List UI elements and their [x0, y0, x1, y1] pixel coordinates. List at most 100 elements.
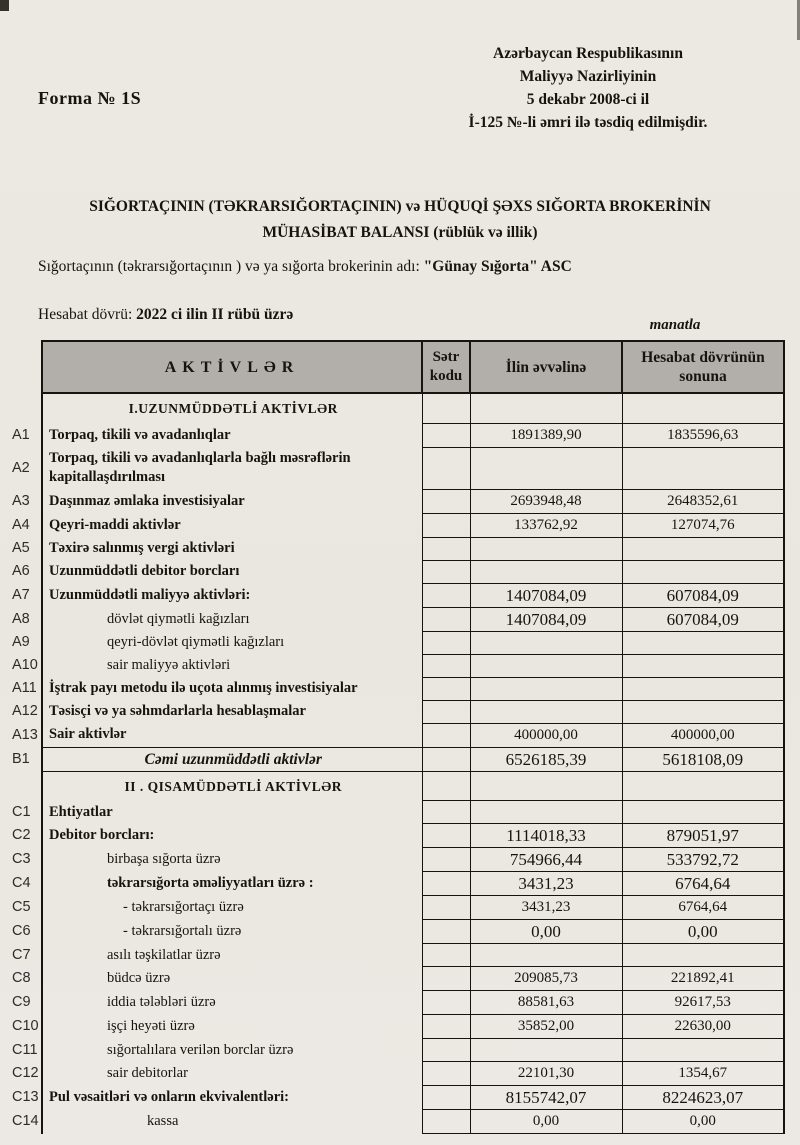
value-end: 879051,97 [621, 823, 785, 848]
value-end [621, 392, 785, 424]
row-code: C14 [12, 1113, 39, 1129]
row-label: Debitor borcları: [41, 823, 423, 848]
table-row: A12 Təsisçi və ya səhmdarlarla hesablaşma… [8, 699, 785, 724]
table-row: C11 sığortalılara verilən borclar üzrə [8, 1038, 785, 1062]
value-begin [469, 699, 623, 724]
balance-table: AKTİVLƏR Sətr kodu İlin əvvəlinə Hesabat… [8, 340, 785, 1134]
row-label: Təsisçi və ya səhmdarlarla hesablaşmalar [41, 700, 423, 723]
table-row: A10 sair maliyyə aktivləri [8, 653, 785, 678]
row-kod-cell [421, 1038, 471, 1062]
table-row: A7 Uzunmüddətli maliyyə aktivləri: 1407084… [8, 582, 785, 608]
value-end [621, 943, 785, 967]
row-code-header-spacer [8, 341, 42, 393]
row-label: təkrarsığorta əməliyyatları üzrə : [41, 871, 423, 896]
row-kod-cell [421, 871, 471, 896]
currency-note: manatla [649, 317, 701, 333]
table-row: C12 sair debitorlar 22101,30 1354,67 [8, 1061, 785, 1086]
table-row: A9 qeyri-dövlət qiymətli kağızları [8, 630, 785, 655]
value-begin [469, 392, 623, 424]
row-kod-cell [421, 630, 471, 655]
value-end: 533792,72 [621, 847, 785, 872]
value-end: 6764,64 [621, 871, 785, 896]
value-begin [469, 446, 623, 490]
scan-corner-artifact [0, 0, 9, 11]
value-begin [469, 630, 623, 655]
row-kod-cell [421, 446, 471, 490]
value-begin: 3431,23 [469, 871, 623, 896]
row-kod-cell [421, 653, 471, 678]
table-row: C13 Pul vəsaitləri və onların ekvivalentl… [8, 1085, 785, 1110]
row-label: sair debitorlar [41, 1061, 423, 1086]
row-label: Daşınmaz əmlaka investisiyalar [41, 489, 423, 513]
table-header-row: AKTİVLƏR Sətr kodu İlin əvvəlinə Hesabat… [8, 340, 785, 394]
value-end: 127074,76 [621, 512, 785, 538]
table-row: C10 işçi heyəti üzrə 35852,00 22630,00 [8, 1014, 785, 1039]
value-begin [469, 943, 623, 967]
value-begin: 1114018,33 [469, 823, 623, 848]
row-kod-cell [421, 1109, 471, 1134]
row-code [8, 771, 42, 801]
row-label: Torpaq, tikili və avadanlıqlarla bağlı m… [41, 447, 423, 489]
reporting-period-line: Hesabat dövrü: 2022 ci ilin II rübü üzrə [38, 306, 293, 324]
insurer-name-line: Sığortaçının (təkrarsığortaçının ) və ya… [38, 258, 572, 276]
value-end: 5618108,09 [621, 746, 785, 772]
approval-line: 5 dekabr 2008-ci il [526, 91, 650, 108]
row-code: A5 [12, 540, 30, 556]
row-kod-cell [421, 722, 471, 748]
row-label: Uzunmüddətli maliyyə aktivləri: [41, 583, 423, 607]
row-kod-cell [421, 800, 471, 824]
approval-line: Azərbaycan Respublikasının [493, 45, 683, 62]
table-row: A2 Torpaq, tikili və avadanlıqlarla bağlı… [8, 446, 785, 490]
value-begin: 3431,23 [469, 895, 623, 920]
value-begin [469, 536, 623, 561]
row-code: A10 [12, 657, 38, 673]
row-code: A4 [12, 516, 30, 533]
document-title-line1: SIĞORTAÇININ (TƏKRARSIĞORTAÇININ) və HÜQ… [89, 198, 711, 215]
row-kod-cell [421, 582, 471, 608]
row-code: C10 [12, 1018, 39, 1034]
row-kod-cell [421, 1061, 471, 1086]
row-code: C4 [12, 875, 31, 891]
table-row: C1 Ehtiyatlar [8, 800, 785, 824]
row-label: büdcə üzrə [41, 966, 423, 991]
value-end: 0,00 [621, 1109, 785, 1134]
value-end [621, 446, 785, 490]
row-kod-cell [421, 512, 471, 538]
value-end [621, 536, 785, 561]
row-code: A9 [12, 634, 30, 650]
table-row: C9 iddia tələbləri üzrə 88581,63 92617,53 [8, 990, 785, 1015]
table-row: A4 Qeyri-maddi aktivlər 133762,92 127074,76 [8, 512, 785, 538]
value-begin: 0,00 [469, 1109, 623, 1134]
value-end: 2648352,61 [621, 488, 785, 514]
insurer-name-value: "Günay Sığorta" ASC [423, 258, 572, 275]
scan-edge-artifact [797, 0, 800, 40]
row-label: - təkrarsığortalı üzrə [41, 919, 423, 944]
value-begin [469, 800, 623, 824]
table-row: A6 Uzunmüddətli debitor borcları [8, 559, 785, 584]
row-label: İştrak payı metodu ilə uçota alınmış inv… [41, 677, 423, 700]
row-label: - təkrarsığortaçı üzrə [41, 895, 423, 920]
row-code: C8 [12, 970, 31, 986]
reporting-period-value: 2022 ci ilin II rübü üzrə [136, 306, 294, 323]
row-code [8, 393, 42, 423]
table-row: A5 Təxirə salınmış vergi aktivləri [8, 536, 785, 561]
value-end: 0,00 [621, 919, 785, 944]
row-kod-cell [421, 847, 471, 872]
value-end [621, 699, 785, 724]
value-begin: 209085,73 [469, 966, 623, 991]
table-row: A1 Torpaq, tikili və avadanlıqlar 1891389,… [8, 422, 785, 448]
row-code: C13 [12, 1089, 39, 1105]
row-kod-cell [421, 422, 471, 448]
value-begin [469, 676, 623, 701]
row-kod-cell [421, 919, 471, 944]
table-row: A11 İştrak payı metodu ilə uçota alınmış … [8, 676, 785, 701]
row-kod-cell [421, 823, 471, 848]
row-code: A2 [12, 459, 30, 476]
row-code: A7 [12, 586, 30, 603]
table-row: A13 Sair aktivlər 400000,00 400000,00 [8, 722, 785, 748]
row-label: Uzunmüddətli debitor borcları [41, 560, 423, 583]
value-begin: 400000,00 [469, 722, 623, 748]
value-begin: 0,00 [469, 919, 623, 944]
table-row: II . QISAMÜDDƏTLİ AKTİVLƏR [8, 770, 785, 801]
